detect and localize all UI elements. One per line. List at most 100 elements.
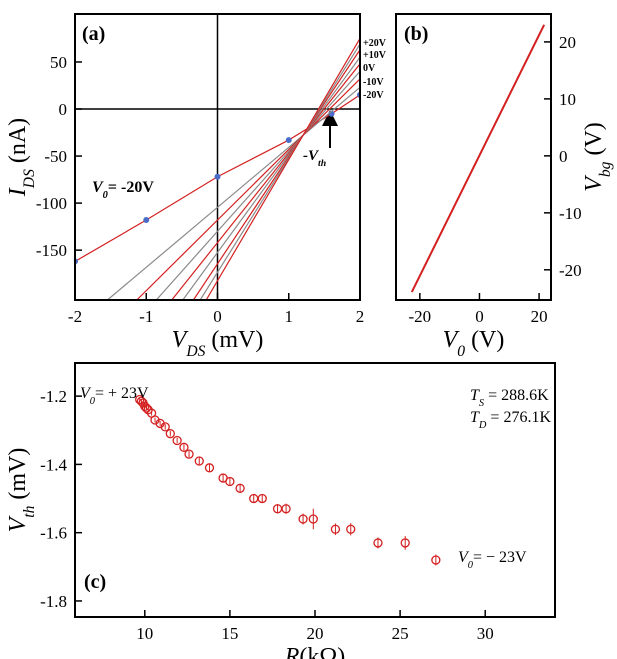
series-line	[136, 78, 360, 300]
annotation: +20V	[363, 38, 387, 49]
point	[298, 514, 308, 524]
text-part: (kΩ)	[299, 644, 345, 659]
point	[179, 442, 189, 452]
marker	[143, 217, 150, 224]
y-tick-label: -1.4	[40, 455, 67, 474]
point	[141, 403, 152, 413]
text-part: 0V	[363, 63, 376, 74]
text-part: th	[21, 505, 38, 517]
x-tick-label: 20	[307, 624, 324, 643]
frame	[74, 362, 556, 618]
text-part: th	[318, 158, 326, 169]
plot-area	[410, 24, 546, 293]
point	[431, 555, 441, 565]
text-part: = 276.1K	[486, 409, 551, 426]
x-axis-label: R(kΩ)	[284, 644, 346, 659]
y-axis-label: Vbg (V)	[581, 122, 614, 192]
x-tick-label: 2	[356, 307, 365, 326]
text-part: (mV)	[5, 448, 31, 506]
plot-area	[135, 394, 441, 566]
x-tick-label: -1	[139, 307, 153, 326]
text-part: V	[443, 327, 460, 353]
text-part: T	[470, 409, 480, 426]
y-tick-label: -150	[36, 241, 67, 260]
text-part: 0	[103, 190, 109, 201]
text-part: 0	[468, 560, 474, 571]
annotation: (c)	[84, 571, 106, 593]
series-line	[182, 56, 360, 300]
annotation: V0= + 23V	[80, 385, 149, 407]
annotation: (b)	[404, 23, 428, 45]
y-tick-label: 0	[59, 100, 68, 119]
point	[172, 435, 182, 446]
text-part: -20V	[363, 90, 384, 101]
marker	[214, 173, 221, 180]
y-tick-label: -1.6	[40, 524, 67, 543]
series-line	[192, 49, 360, 300]
x-tick-label: 0	[213, 307, 222, 326]
point	[204, 463, 215, 473]
text-part: = 288.6K	[484, 387, 549, 404]
point	[373, 538, 383, 548]
plot-area	[75, 14, 360, 300]
text-part: V	[581, 175, 607, 192]
point	[225, 476, 235, 487]
annotation: -20V	[363, 90, 384, 101]
y-tick-label: -1.8	[40, 592, 67, 611]
y-tick-label: -100	[36, 194, 67, 213]
text-part: = + 23V	[95, 385, 149, 402]
text-part: I	[5, 187, 31, 197]
y-tick-label: 0	[559, 147, 568, 166]
text-part: S	[479, 398, 485, 409]
series-line	[107, 86, 360, 300]
x-tick-label: -20	[409, 307, 432, 326]
x-tick-label: -2	[68, 307, 82, 326]
annotation: 0V	[363, 63, 376, 74]
text-part: -V	[303, 148, 320, 164]
text-part: T	[470, 387, 480, 404]
text-part: -10V	[363, 77, 384, 88]
text-part: (b)	[404, 23, 428, 45]
y-tick-label: -10	[559, 204, 582, 223]
x-tick-label: 0	[475, 307, 484, 326]
text-part: (nA)	[5, 118, 31, 169]
text-part: = -20V	[108, 179, 154, 196]
x-tick-label: 30	[477, 624, 494, 643]
text-part: (mV)	[205, 327, 263, 353]
y-axis-label: Vth (mV)	[5, 448, 38, 533]
annotation: V0= -20V	[92, 179, 154, 201]
point	[184, 449, 194, 459]
text-part: R	[284, 644, 300, 659]
frame	[395, 13, 552, 301]
annotation: -Vth	[303, 148, 326, 169]
point	[160, 422, 170, 432]
frame	[74, 13, 361, 301]
text-part: V	[80, 385, 92, 402]
series-line	[155, 70, 360, 300]
point	[308, 514, 318, 524]
text-part: D	[478, 420, 487, 431]
y-axis-label: IDS (nA)	[5, 118, 38, 197]
point	[165, 429, 175, 439]
point	[400, 538, 410, 548]
text-part: (a)	[82, 23, 105, 45]
annotation: +10V	[363, 50, 387, 61]
y-tick-label: 20	[559, 33, 576, 52]
annotation: TD = 276.1K	[470, 409, 551, 431]
x-tick-label: 15	[221, 624, 238, 643]
text-part: (c)	[84, 571, 106, 593]
y-tick-label: 10	[559, 90, 576, 109]
text-part: (V)	[581, 122, 607, 161]
text-part: 0	[457, 343, 465, 360]
series-line	[410, 24, 546, 293]
series-line	[171, 63, 360, 300]
series-line	[205, 38, 360, 300]
point	[330, 524, 341, 534]
text-part: V	[458, 549, 470, 566]
point	[194, 456, 204, 466]
text-part: DS	[21, 169, 38, 189]
point	[235, 483, 245, 493]
text-part: V	[172, 327, 189, 353]
text-part: 0	[90, 396, 96, 407]
